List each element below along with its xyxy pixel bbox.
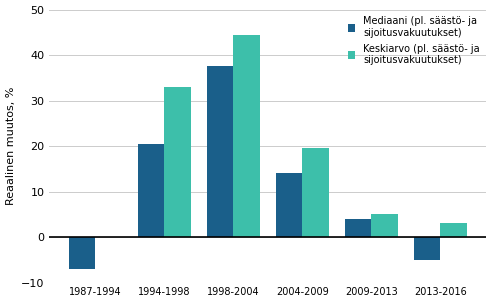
Bar [69,237,95,269]
Bar [371,214,398,237]
Y-axis label: Reaalinen muutos, %: Reaalinen muutos, % [5,87,16,205]
Bar [233,35,260,237]
Bar [303,148,329,237]
Bar [276,173,303,237]
Bar [440,223,466,237]
Legend: Mediaani (pl. säästö- ja
sijoitusvakuutukset), Keskiarvo (pl. säästö- ja
sijoitu: Mediaani (pl. säästö- ja sijoitusvakuutu… [346,15,482,67]
Bar [345,219,371,237]
Bar [414,237,440,260]
Bar [207,66,233,237]
Bar [138,144,164,237]
Bar [164,87,190,237]
